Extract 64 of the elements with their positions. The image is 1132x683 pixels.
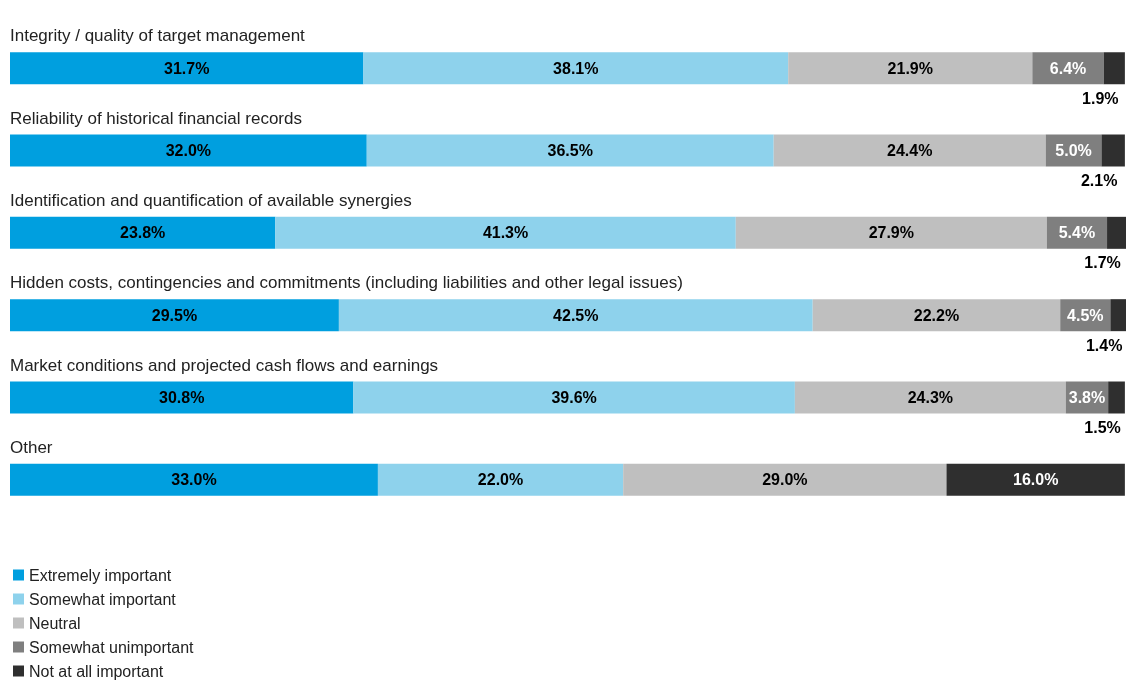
y-tick-label: Hidden costs, contingencies and commitments (including liabilities and other legal issues) xyxy=(10,273,683,293)
bar xyxy=(1101,134,1125,167)
data-label: 5.0% xyxy=(1055,142,1092,159)
legend-label: Somewhat unimportant xyxy=(29,638,195,656)
bar xyxy=(10,216,276,249)
data-label: 32.0% xyxy=(165,142,212,159)
data-label: 38.1% xyxy=(553,59,599,77)
bar xyxy=(366,134,774,167)
data-label: 2.1% xyxy=(1080,172,1118,189)
data-label: 21.9% xyxy=(887,59,933,77)
bar xyxy=(1107,216,1126,249)
data-label: 30.8% xyxy=(159,389,205,406)
bar xyxy=(10,134,367,167)
data-label: 41.3% xyxy=(482,224,529,242)
bar xyxy=(10,52,364,85)
data-label: 31.7% xyxy=(164,59,210,77)
bar xyxy=(794,381,1066,414)
data-label: 1.9% xyxy=(1082,89,1119,107)
bar xyxy=(1110,299,1126,332)
bar xyxy=(946,463,1125,496)
legend-label: Neutral xyxy=(29,614,81,632)
data-label: 29.5% xyxy=(151,306,198,324)
data-label: 22.0% xyxy=(477,471,524,489)
bar xyxy=(812,299,1061,332)
y-tick-label: Identification and quantification of available synergies xyxy=(10,190,412,210)
data-label: 4.5% xyxy=(1067,306,1104,324)
data-label: 1.5% xyxy=(1084,419,1121,436)
bar xyxy=(353,381,795,414)
data-label: 36.5% xyxy=(547,142,593,159)
bar xyxy=(1103,52,1125,85)
y-tick-label: Integrity / quality of target management xyxy=(10,26,306,46)
data-label: 6.4% xyxy=(1049,59,1087,77)
legend-label: Extremely important xyxy=(29,566,172,584)
data-label: 3.8% xyxy=(1068,389,1106,406)
data-label: 24.3% xyxy=(907,389,954,406)
data-label: 24.4% xyxy=(887,142,933,159)
bar xyxy=(623,463,947,496)
data-label: 27.9% xyxy=(868,224,914,242)
bar xyxy=(1108,381,1125,414)
bar xyxy=(10,381,354,414)
data-label: 42.5% xyxy=(553,306,599,324)
y-tick-label: Reliability of historical financial records xyxy=(10,108,302,128)
data-label: 23.8% xyxy=(119,224,166,242)
y-tick-label: Other xyxy=(10,437,53,457)
data-label: 1.4% xyxy=(1085,336,1123,354)
bar xyxy=(788,52,1033,85)
data-label: 22.2% xyxy=(913,306,960,324)
bar xyxy=(363,52,789,85)
legend-label: Somewhat important xyxy=(29,590,177,608)
data-label: 33.0% xyxy=(171,471,217,489)
data-label: 29.0% xyxy=(762,471,808,489)
data-label: 1.7% xyxy=(1084,254,1121,272)
y-tick-label: Market conditions and projected cash flows and earnings xyxy=(10,355,439,375)
data-label: 39.6% xyxy=(551,389,597,406)
bar xyxy=(10,463,378,496)
bar xyxy=(773,134,1046,167)
data-label: 5.4% xyxy=(1058,224,1096,242)
bar xyxy=(735,216,1047,249)
bar xyxy=(10,299,339,332)
legend-label: Not at all important xyxy=(29,662,164,680)
bar xyxy=(275,216,736,249)
bar xyxy=(377,463,624,496)
bar xyxy=(338,299,813,332)
data-label: 16.0% xyxy=(1013,471,1059,489)
